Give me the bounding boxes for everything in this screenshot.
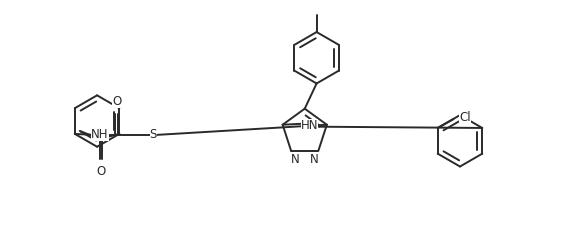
Text: N: N	[310, 153, 318, 166]
Text: O: O	[112, 95, 121, 108]
Text: Cl: Cl	[459, 111, 471, 124]
Text: S: S	[150, 128, 157, 141]
Text: NH: NH	[91, 128, 109, 141]
Text: N: N	[291, 153, 300, 166]
Text: HN: HN	[301, 119, 318, 132]
Text: O: O	[96, 165, 105, 178]
